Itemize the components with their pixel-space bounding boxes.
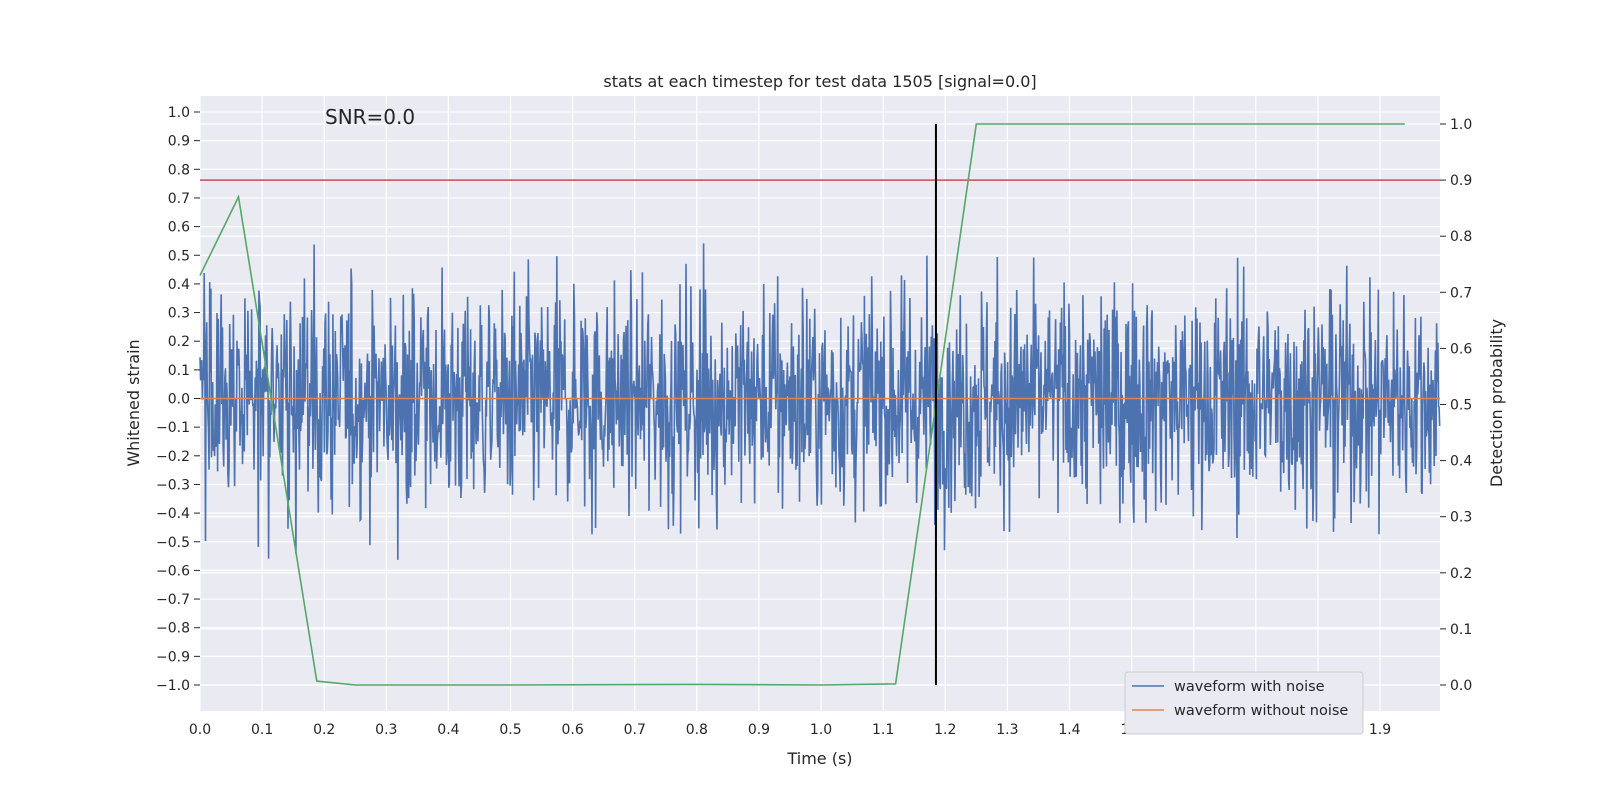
y2-tick-label: 0.6 bbox=[1450, 341, 1472, 357]
y-axis-label: Whitened strain bbox=[124, 339, 143, 466]
x-tick-label: 0.3 bbox=[375, 722, 397, 738]
y-tick-label: −0.1 bbox=[156, 420, 190, 436]
y2-tick-label: 0.1 bbox=[1450, 622, 1472, 638]
y2-tick-label: 0.5 bbox=[1450, 398, 1472, 414]
y-axis-left-ticks: 1.0 0.9 0.8 0.7 0.6 0.5 0.4 0.3 0.2 0.1 0.0 −0.1 −0.… bbox=[156, 105, 200, 694]
grid-lines bbox=[199, 96, 1440, 711]
y2-tick-label: 0.8 bbox=[1450, 229, 1472, 245]
y-tick-label: −0.3 bbox=[156, 477, 190, 493]
x-tick-label: 1.3 bbox=[996, 722, 1018, 738]
y-tick-label: 0.1 bbox=[168, 363, 190, 379]
legend-label-waveform-without-noise: waveform without noise bbox=[1174, 703, 1348, 719]
x-tick-label: 0.6 bbox=[561, 722, 583, 738]
y-tick-label: 0.6 bbox=[168, 220, 190, 236]
y-tick-label: 0.0 bbox=[168, 392, 190, 408]
y-axis-right-ticks: 1.0 0.9 0.8 0.7 0.6 0.5 0.4 0.3 0.2 0.1 0.0 bbox=[1440, 117, 1472, 694]
y-tick-label: −0.9 bbox=[156, 649, 190, 665]
x-tick-label: 1.4 bbox=[1058, 722, 1080, 738]
y2-tick-label: 0.7 bbox=[1450, 285, 1472, 301]
y-tick-label: 0.7 bbox=[168, 191, 190, 207]
x-tick-label: 0.9 bbox=[748, 722, 770, 738]
y-tick-label: −0.8 bbox=[156, 621, 190, 637]
y-tick-label: 0.8 bbox=[168, 162, 190, 178]
x-tick-label: 1.2 bbox=[934, 722, 956, 738]
x-tick-label: 0.0 bbox=[189, 722, 211, 738]
x-tick-label: 0.8 bbox=[686, 722, 708, 738]
series-waveform-with-noise bbox=[199, 243, 1441, 560]
y-tick-label: −0.4 bbox=[156, 506, 190, 522]
snr-annotation: SNR=0.0 bbox=[325, 105, 415, 129]
legend-label-waveform-with-noise: waveform with noise bbox=[1174, 679, 1325, 695]
chart-title: stats at each timestep for test data 150… bbox=[603, 72, 1036, 91]
y-tick-label: 0.4 bbox=[168, 277, 190, 293]
y-tick-label: 0.9 bbox=[168, 134, 190, 150]
legend: waveform with noise waveform without noi… bbox=[1124, 671, 1364, 735]
x-tick-label: 1.1 bbox=[872, 722, 894, 738]
y-tick-label: −0.5 bbox=[156, 535, 190, 551]
x-tick-label: 0.2 bbox=[313, 722, 335, 738]
y2-tick-label: 0.3 bbox=[1450, 510, 1472, 526]
y-tick-label: 0.3 bbox=[168, 306, 190, 322]
y2-axis-label: Detection probability bbox=[1487, 319, 1506, 487]
y-tick-label: −1.0 bbox=[156, 678, 190, 694]
x-tick-label: 0.4 bbox=[437, 722, 459, 738]
y2-tick-label: 0.0 bbox=[1450, 678, 1472, 694]
y-tick-label: 1.0 bbox=[168, 105, 190, 121]
x-tick-label: 0.7 bbox=[624, 722, 646, 738]
y2-tick-label: 1.0 bbox=[1450, 117, 1472, 133]
y-tick-label: −0.2 bbox=[156, 449, 190, 465]
y-tick-label: 0.2 bbox=[168, 334, 190, 350]
x-axis-label: Time (s) bbox=[786, 749, 852, 768]
y2-tick-label: 0.9 bbox=[1450, 173, 1472, 189]
x-tick-label: 1.0 bbox=[810, 722, 832, 738]
y-tick-label: −0.7 bbox=[156, 592, 190, 608]
y2-tick-label: 0.2 bbox=[1450, 566, 1472, 582]
legend-box bbox=[1124, 671, 1364, 735]
plot-area bbox=[199, 123, 1441, 686]
x-tick-label: 0.5 bbox=[499, 722, 521, 738]
y2-tick-label: 0.4 bbox=[1450, 454, 1472, 470]
x-tick-label: 1.9 bbox=[1369, 722, 1391, 738]
y-tick-label: 0.5 bbox=[168, 248, 190, 264]
x-tick-label: 0.1 bbox=[251, 722, 273, 738]
y-tick-label: −0.6 bbox=[156, 563, 190, 579]
